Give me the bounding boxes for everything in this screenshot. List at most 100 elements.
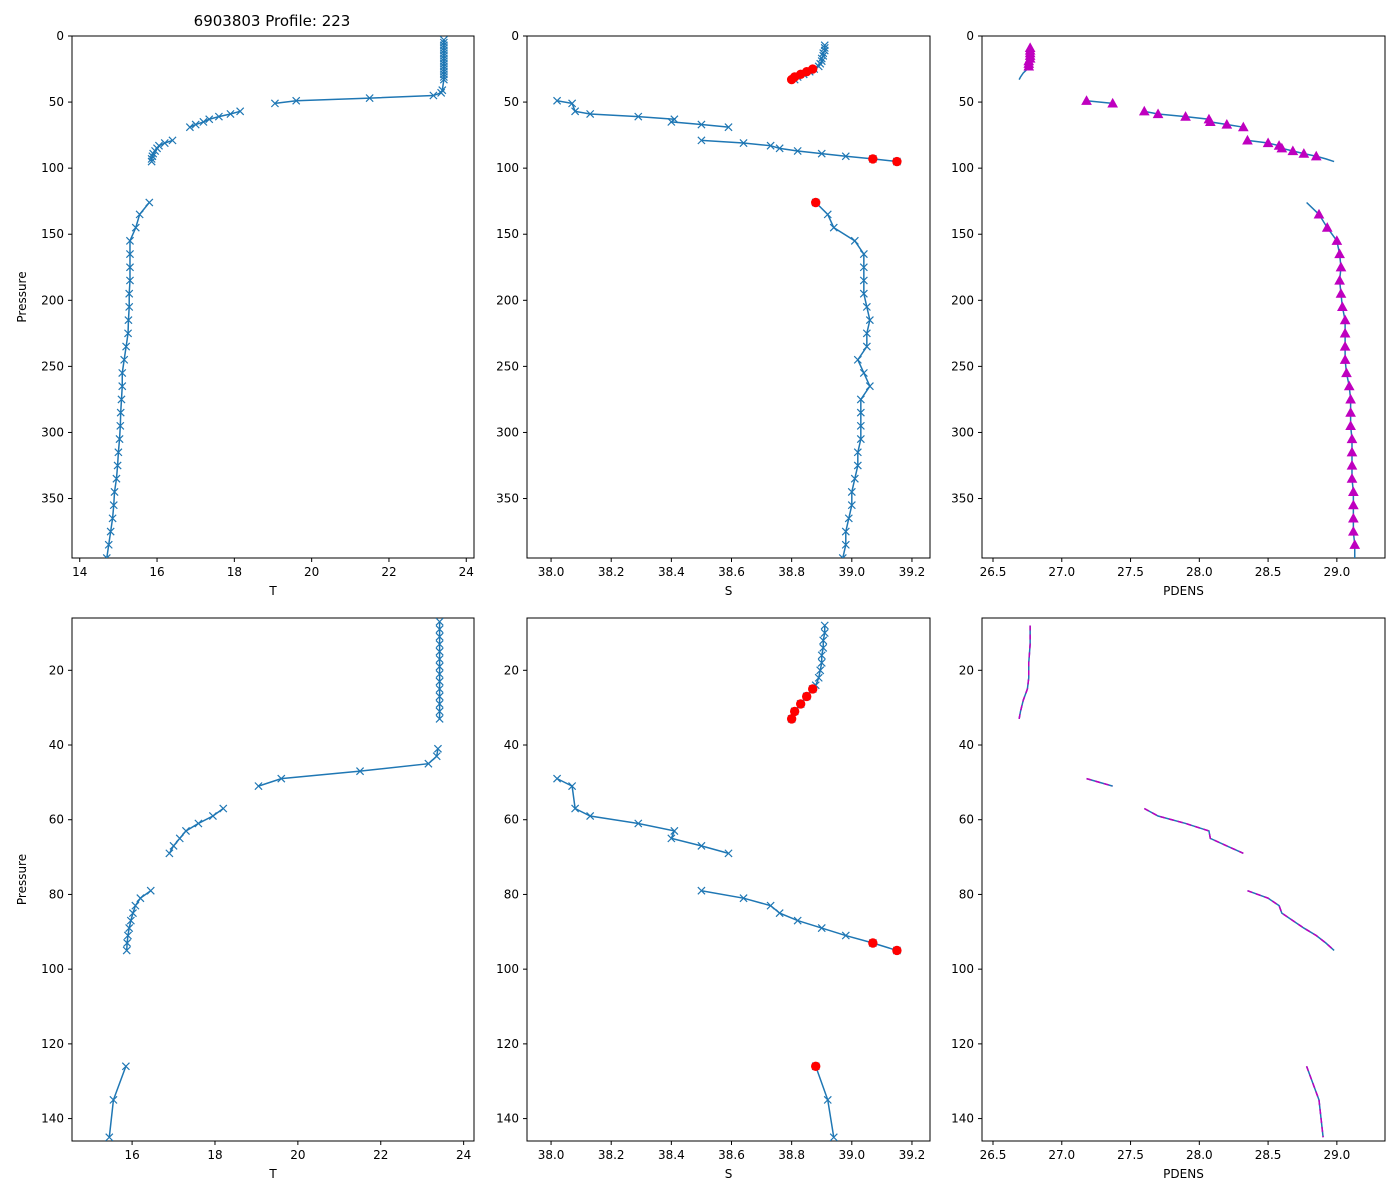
data-point-x <box>724 849 733 858</box>
data-point-x <box>571 107 580 116</box>
data-point-x <box>667 834 676 843</box>
y-tick-label: 200 <box>41 293 64 307</box>
y-tick-label: 80 <box>504 887 519 901</box>
data-point-x <box>856 408 865 417</box>
y-tick-label: 20 <box>959 663 974 677</box>
series-line-dashed <box>1086 777 1113 787</box>
data-point-x <box>219 804 228 813</box>
data-point-triangle <box>1335 288 1347 298</box>
x-tick-label: 27.5 <box>1117 565 1144 579</box>
y-tick-label: 100 <box>951 962 974 976</box>
data-point-x <box>437 88 446 97</box>
series-line <box>1306 201 1356 558</box>
data-point-x <box>439 75 448 84</box>
data-point-x <box>136 894 145 903</box>
x-tick-label: 27.0 <box>1048 565 1075 579</box>
flagged-point <box>801 691 812 702</box>
x-tick-label: 38.4 <box>658 565 685 579</box>
x-axis-label: S <box>725 584 733 598</box>
series-line-dashed <box>1305 1066 1324 1138</box>
data-point-x <box>125 236 135 245</box>
x-tick-label: 28.5 <box>1255 1148 1282 1162</box>
plot-area <box>1018 625 1335 1138</box>
flagged-point <box>795 699 806 709</box>
subplot-pdens-full: 26.5 27.0 27.5 28.0 28.5 29.0 0 50 100 150 200 250 3… <box>951 29 1386 598</box>
data-point-x <box>724 123 733 132</box>
data-point-x <box>135 210 144 219</box>
data-point-x <box>850 474 859 483</box>
x-axis-label: T <box>268 1167 277 1181</box>
data-point-x <box>820 43 829 52</box>
data-point-x <box>739 894 748 903</box>
y-tick-label: 250 <box>496 359 519 373</box>
y-tick-label: 50 <box>504 95 519 109</box>
data-point-triangle <box>1339 354 1351 364</box>
data-point-x <box>122 946 131 955</box>
data-point-x <box>236 107 245 116</box>
data-point-x <box>435 655 444 664</box>
data-point-x <box>865 316 874 325</box>
data-point-x <box>424 759 433 768</box>
x-tick-label: 39.0 <box>838 565 865 579</box>
data-point-x <box>113 461 122 470</box>
data-point-x <box>123 938 132 948</box>
data-point-x <box>435 647 444 656</box>
data-point-x <box>160 139 169 148</box>
data-point-x <box>568 99 577 108</box>
series-line <box>815 201 871 558</box>
data-point-x <box>841 931 850 940</box>
data-point-x <box>793 146 802 155</box>
data-point-triangle <box>1345 393 1356 404</box>
data-point-triangle <box>1346 473 1358 483</box>
data-point-triangle <box>1262 137 1274 148</box>
data-point-x <box>850 236 859 245</box>
series-line <box>106 202 150 558</box>
subplot-t-zoom: 16 18 20 22 24 20 40 60 80 100 120 140 T Pressure <box>15 617 475 1181</box>
data-point-x <box>435 714 444 723</box>
x-tick-label: 20 <box>290 1148 305 1162</box>
data-point-triangle <box>1343 380 1355 391</box>
data-point-x <box>226 109 235 118</box>
x-tick-label: 16 <box>124 1148 139 1162</box>
data-point-x <box>145 198 154 207</box>
flagged-point <box>892 156 902 167</box>
data-point-x <box>146 886 155 895</box>
data-point-triangle <box>1331 235 1343 245</box>
data-point-x <box>814 673 823 682</box>
x-axis-label: S <box>725 1167 733 1181</box>
data-point-x <box>115 435 124 444</box>
x-tick-label: 38.8 <box>778 565 805 579</box>
y-tick-label: 250 <box>951 359 974 373</box>
series-line-dashed <box>1143 807 1244 855</box>
data-point-triangle <box>1348 499 1359 510</box>
data-point-x <box>817 924 826 933</box>
data-point-x <box>106 527 115 536</box>
series-line-dashed <box>1247 890 1335 952</box>
data-point-triangle <box>1346 446 1358 457</box>
y-tick-label: 300 <box>951 425 974 439</box>
x-tick-label: 22 <box>381 565 396 579</box>
data-point-x <box>859 276 868 285</box>
data-point-x <box>110 487 119 496</box>
data-point-x <box>847 501 856 510</box>
y-tick-label: 150 <box>951 227 974 241</box>
data-point-x <box>122 342 131 351</box>
data-point-x <box>120 355 129 364</box>
y-tick-label: 60 <box>959 813 974 827</box>
y-tick-label: 0 <box>511 29 519 43</box>
subplot-t-full: 14 16 18 20 22 24 0 50 100 150 200 250 300 350 T Pressu… <box>15 29 475 598</box>
data-point-x <box>102 553 111 558</box>
flagged-point <box>868 154 878 164</box>
plot-area <box>553 41 902 558</box>
data-point-x <box>859 289 868 298</box>
data-point-x <box>435 699 444 708</box>
axes-frame <box>71 35 475 559</box>
y-tick-label: 0 <box>56 29 64 43</box>
data-point-x <box>816 666 825 675</box>
data-point-x <box>429 91 438 100</box>
data-point-x <box>820 628 829 637</box>
data-point-x <box>862 342 871 351</box>
data-point-x <box>254 782 263 791</box>
data-point-x <box>670 826 679 835</box>
y-tick-label: 300 <box>496 425 519 439</box>
